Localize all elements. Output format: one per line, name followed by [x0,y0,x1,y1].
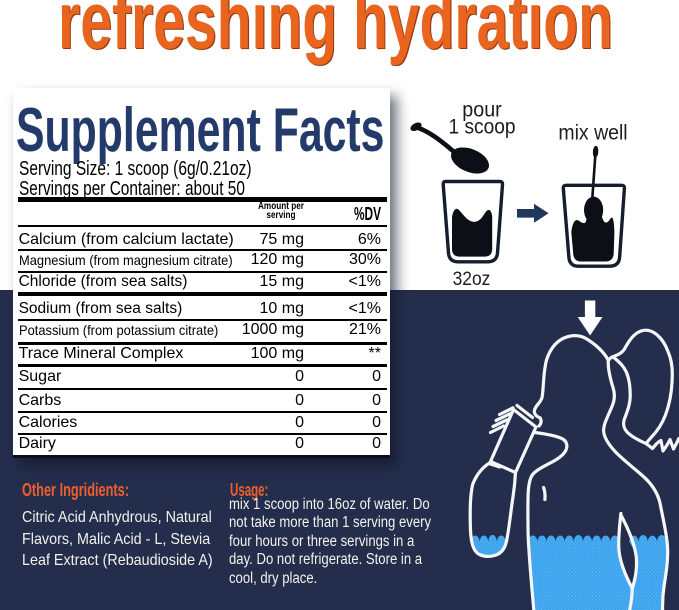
svg-text:32oz: 32oz [453,268,491,290]
svg-text:1 scoop: 1 scoop [449,115,516,139]
svg-text:mix well: mix well [558,121,627,145]
svg-text:pour: pour [462,97,502,121]
